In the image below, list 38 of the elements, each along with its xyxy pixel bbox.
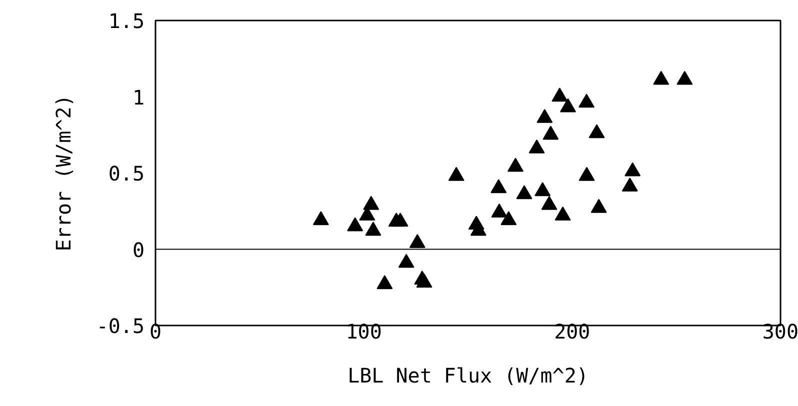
x-axis-title: LBL Net Flux (W/m^2) — [348, 364, 588, 388]
point — [516, 185, 532, 200]
point — [653, 70, 670, 85]
point — [542, 126, 559, 140]
point — [409, 234, 426, 248]
point — [398, 254, 414, 268]
point — [676, 70, 693, 85]
point — [624, 162, 641, 176]
point — [491, 203, 508, 218]
point — [376, 275, 393, 290]
point — [552, 88, 568, 102]
point — [363, 196, 380, 210]
y-tick-label: -0.5 — [96, 314, 145, 338]
point — [560, 98, 576, 112]
point — [590, 198, 607, 213]
point — [312, 211, 329, 226]
y-tick-label: 1.5 — [108, 9, 144, 33]
point — [448, 166, 464, 181]
point — [392, 212, 408, 227]
point — [490, 179, 507, 194]
y-tick-label: 0 — [132, 238, 145, 262]
y-axis-title: Error (W/m^2) — [51, 94, 76, 252]
point — [578, 166, 595, 181]
point — [347, 217, 364, 232]
y-tick-label: 0.5 — [108, 162, 144, 186]
point — [500, 211, 517, 226]
point — [365, 222, 382, 236]
point — [541, 196, 558, 210]
point — [534, 182, 551, 196]
point — [416, 274, 432, 288]
point — [578, 94, 595, 108]
point — [536, 108, 553, 123]
point — [588, 124, 605, 138]
point — [554, 206, 571, 221]
point — [622, 178, 638, 192]
point — [528, 139, 545, 154]
y-tick-label: 1 — [132, 85, 145, 110]
point — [508, 158, 524, 172]
